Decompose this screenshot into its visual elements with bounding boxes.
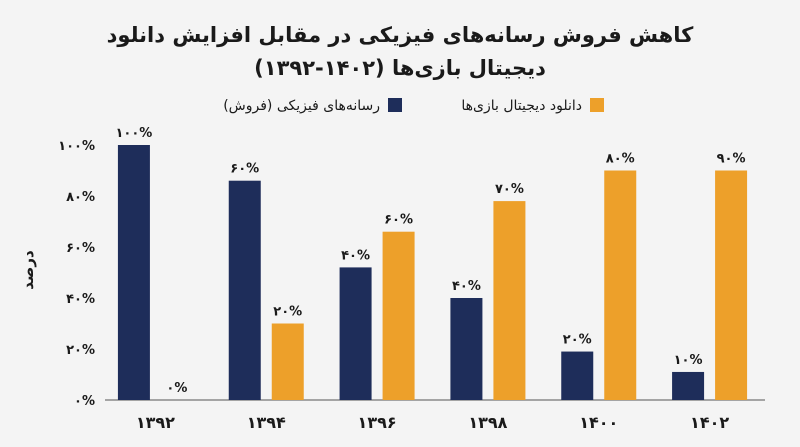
chart-title: کاهش فروش رسانه‌های فیزیکی در مقابل افزا…	[107, 23, 694, 47]
legend-swatch-physical	[388, 98, 402, 112]
bar-physical	[672, 371, 705, 400]
x-tick-label: ۱۳۹۴	[247, 413, 286, 432]
bar-physical	[228, 180, 261, 400]
data-label-digital: ۸۰%	[606, 152, 635, 167]
legend-label-physical: رسانه‌های فیزیکی (فروش)	[223, 98, 380, 114]
data-label-digital: ۰%	[166, 381, 187, 396]
y-axis-label: درصد	[19, 250, 37, 290]
bar-digital	[715, 170, 748, 400]
bar-physical	[339, 267, 372, 400]
y-tick-label: ۰%	[74, 394, 95, 409]
legend-label-digital: دانلود دیجیتال بازی‌ها	[461, 98, 582, 114]
x-tick-label: ۱۴۰۰	[579, 413, 618, 432]
bar-digital	[271, 323, 304, 400]
data-label-physical: ۴۰%	[452, 279, 481, 294]
data-label-digital: ۶۰%	[384, 213, 413, 228]
data-label-physical: ۶۰%	[230, 162, 259, 177]
chart-subtitle: دیجیتال بازی‌ها (۱۴۰۲-۱۳۹۲)	[254, 56, 546, 80]
bars: ۱۰۰% ۰% ۶۰% ۲۰% ۴۰% ۶۰% ۴۰% ۷۰% ۲۰% ۸۰% ۱۰% ۹۰%	[115, 126, 748, 400]
legend-swatch-digital	[590, 98, 604, 112]
x-tick-label: ۱۳۹۲	[136, 413, 175, 432]
data-label-physical: ۱۰۰%	[115, 126, 152, 141]
y-tick-label: ۲۰%	[66, 343, 95, 358]
bar-physical	[117, 145, 150, 400]
data-label-digital: ۹۰%	[717, 152, 746, 167]
data-label-digital: ۲۰%	[273, 305, 302, 320]
x-tick-label: ۱۳۹۶	[358, 413, 397, 432]
y-axis-ticks: ۰% ۲۰% ۴۰% ۶۰% ۸۰% ۱۰۰%	[58, 139, 95, 409]
bar-physical	[450, 298, 483, 400]
y-tick-label: ۸۰%	[66, 190, 95, 205]
bar-digital	[382, 231, 415, 400]
y-tick-label: ۶۰%	[66, 241, 95, 256]
legend: دانلود دیجیتال بازی‌ها رسانه‌های فیزیکی …	[223, 98, 604, 114]
x-axis-ticks: ۱۳۹۲ ۱۳۹۴ ۱۳۹۶ ۱۳۹۸ ۱۴۰۰ ۱۴۰۲	[136, 413, 729, 432]
data-label-digital: ۷۰%	[495, 182, 524, 197]
bar-physical	[561, 351, 594, 400]
x-tick-label: ۱۳۹۸	[468, 413, 507, 432]
y-tick-label: ۱۰۰%	[58, 139, 95, 154]
bar-digital	[493, 201, 526, 400]
data-label-physical: ۴۰%	[341, 248, 370, 263]
x-tick-label: ۱۴۰۲	[690, 413, 729, 432]
y-tick-label: ۴۰%	[66, 292, 95, 307]
data-label-physical: ۱۰%	[674, 353, 703, 368]
data-label-physical: ۲۰%	[563, 333, 592, 348]
bar-digital	[604, 170, 637, 400]
